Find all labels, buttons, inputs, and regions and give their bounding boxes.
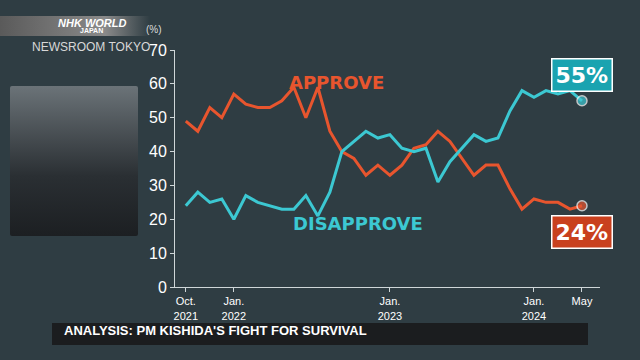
html-text:ANALYSIS: PM KISHIDA'S FIGHT F: ANALYSIS: PM KISHIDA'S FIGHT FOR SURVIVA… [64, 323, 367, 338]
svg-text:Jan.2022: Jan.2022 [222, 295, 246, 321]
svg-text:20: 20 [149, 211, 167, 228]
svg-text:Oct.2021: Oct.2021 [174, 295, 198, 321]
svg-text:40: 40 [149, 143, 167, 160]
svg-text:0: 0 [158, 279, 167, 296]
html-text:NEWSROOM TOKYO: NEWSROOM TOKYO [32, 40, 151, 54]
svg-text:50: 50 [149, 109, 167, 126]
svg-text:70: 70 [149, 42, 167, 59]
svg-text:24%: 24% [556, 220, 609, 245]
svg-text:60: 60 [149, 75, 167, 92]
html-text:JAPAN: JAPAN [80, 27, 104, 34]
svg-text:30: 30 [149, 177, 167, 194]
svg-text:10: 10 [149, 245, 167, 262]
svg-text:APPROVE: APPROVE [289, 72, 384, 93]
svg-text:Jan.2024: Jan.2024 [522, 295, 546, 321]
svg-text:Jan.2023: Jan.2023 [378, 295, 402, 321]
svg-text:55%: 55% [556, 63, 609, 88]
svg-text:DISAPPROVE: DISAPPROVE [293, 213, 423, 234]
html-text:NHK WORLD: NHK WORLD [58, 17, 127, 29]
svg-text:May: May [572, 295, 593, 307]
